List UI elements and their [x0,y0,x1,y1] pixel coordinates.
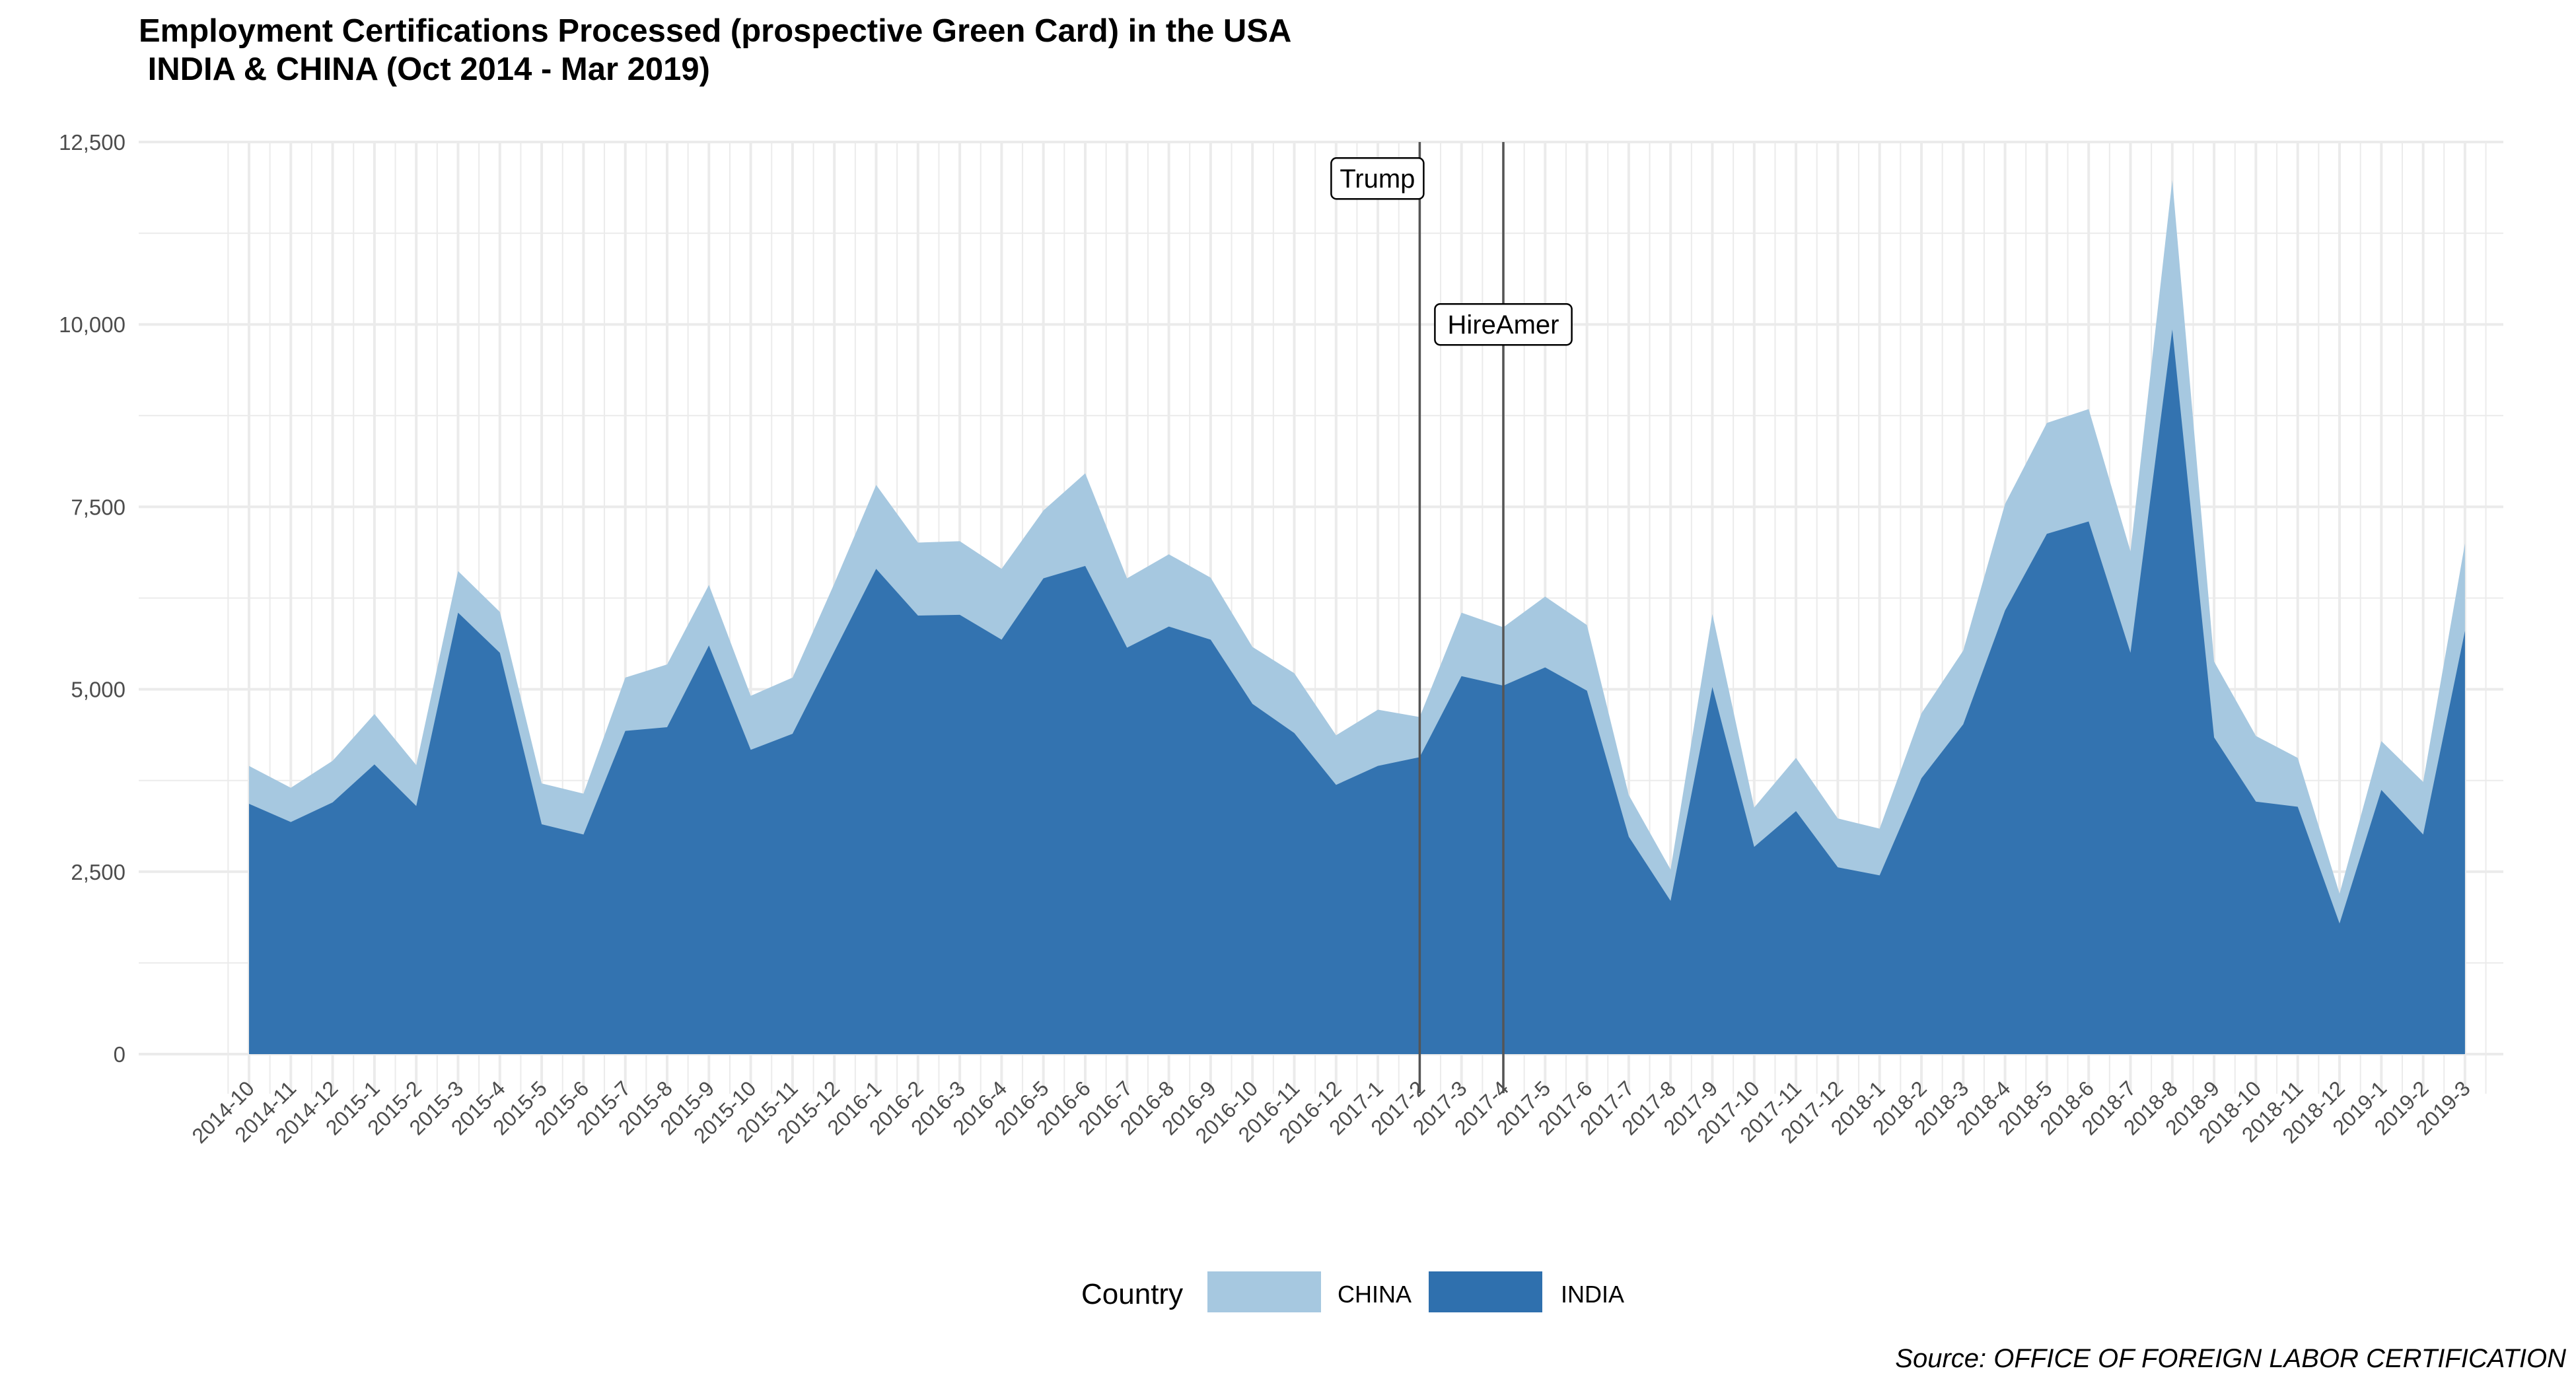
area-chart: 0 2,500 5,000 7,500 10,000 12,500 Trump HireAme… [59,130,2503,1148]
source-caption: Source: OFFICE OF FOREIGN LABOR CERTIFIC… [1895,1344,2566,1373]
legend-swatch-china [1207,1271,1321,1312]
annotation-box [1330,157,1425,200]
chart-title: Employment Certifications Processed (pro… [139,12,1291,89]
legend-label-india: INDIA [1561,1281,1625,1308]
annotation-box [1434,302,1573,346]
chart-title-line-2: INDIA & CHINA (Oct 2014 - Mar 2019) [139,52,710,87]
y-tick-label: 10,000 [59,312,125,337]
legend-title: Country [1081,1278,1184,1310]
y-tick-label: 5,000 [71,678,125,702]
annotation-label: Trump [1340,164,1415,194]
y-tick-label: 12,500 [59,130,125,155]
legend: Country CHINA INDIA [0,1271,2576,1318]
area-india [249,329,2465,1054]
annotation-label: HireAmer [1448,310,1559,339]
legend-swatch-india [1429,1271,1542,1312]
chart-title-line-1: Employment Certifications Processed (pro… [139,13,1292,49]
y-tick-label: 0 [114,1042,125,1067]
y-tick-label: 7,500 [71,495,125,519]
y-tick-label: 2,500 [71,860,125,884]
legend-label-china: CHINA [1338,1281,1412,1308]
